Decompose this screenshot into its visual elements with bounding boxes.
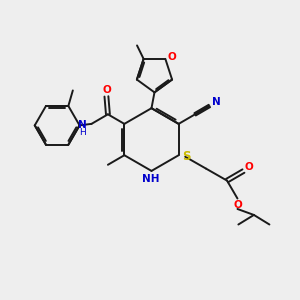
- Text: O: O: [102, 85, 111, 95]
- Text: O: O: [244, 163, 253, 172]
- Text: O: O: [234, 200, 242, 210]
- Text: N: N: [78, 120, 87, 130]
- Text: NH: NH: [142, 174, 160, 184]
- Text: O: O: [168, 52, 176, 62]
- Text: N: N: [212, 97, 220, 107]
- Text: H: H: [79, 128, 86, 137]
- Text: S: S: [182, 150, 191, 163]
